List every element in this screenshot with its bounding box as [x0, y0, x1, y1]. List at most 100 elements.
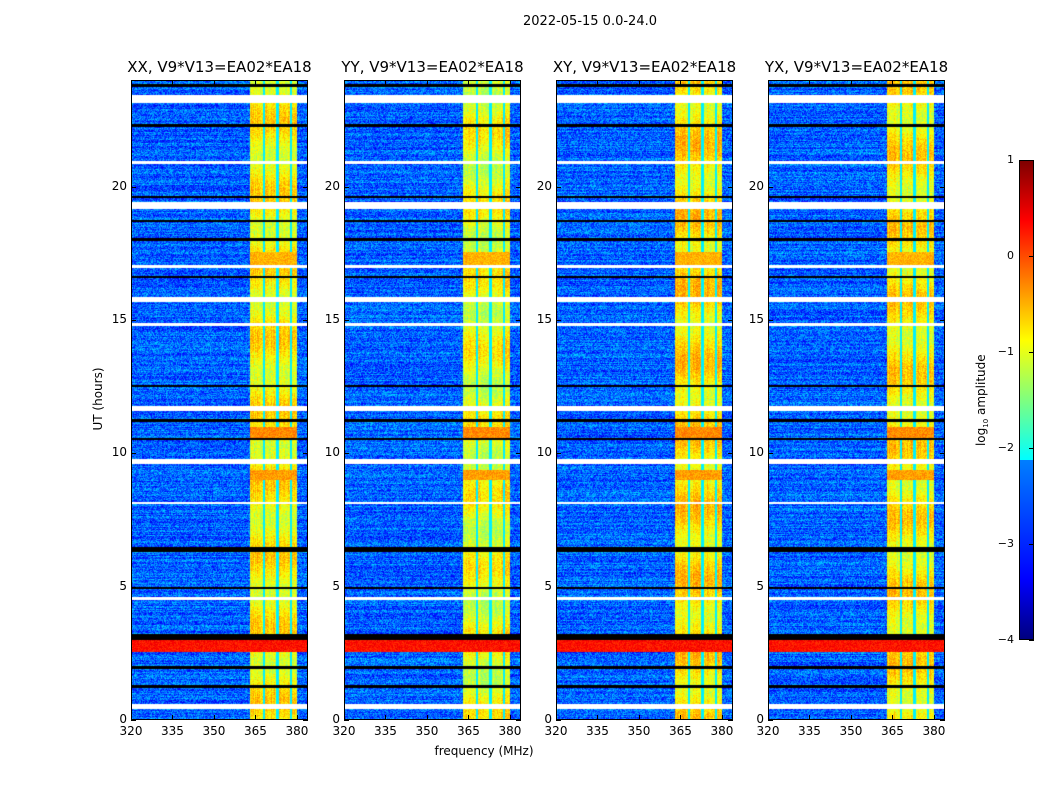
y-tick-mark: [556, 453, 561, 455]
x-tick-label: 365: [457, 724, 480, 738]
x-tick-mark: [850, 80, 852, 85]
spectrogram-image: [769, 81, 944, 719]
y-tick-mark: [728, 186, 733, 188]
x-tick-mark: [556, 80, 557, 85]
x-tick-mark: [385, 715, 387, 720]
y-tick-mark: [728, 453, 733, 455]
x-tick-mark: [892, 80, 894, 85]
y-tick-mark: [516, 586, 521, 588]
colorbar-tick-label: −3: [997, 537, 1014, 550]
x-tick-label: 380: [710, 724, 734, 738]
x-tick-label: 380: [285, 724, 309, 738]
y-tick-label: 15: [111, 312, 127, 326]
x-tick-mark: [255, 715, 257, 720]
x-tick-mark: [680, 80, 682, 85]
y-tick-label: 15: [536, 312, 552, 326]
y-tick-label: 15: [324, 312, 340, 326]
x-tick-label: 380: [498, 724, 522, 738]
y-tick-mark: [940, 720, 945, 721]
y-tick-label: 5: [119, 578, 127, 593]
x-tick-mark: [385, 80, 387, 85]
x-tick-mark: [172, 80, 174, 85]
x-tick-label: 350: [202, 724, 226, 738]
panel-title: XX, V9*V13=EA02*EA18: [127, 58, 312, 76]
x-tick-mark: [426, 80, 428, 85]
y-tick-mark: [303, 720, 308, 721]
colorbar: [1019, 160, 1034, 640]
x-tick-mark: [638, 80, 640, 85]
y-tick-mark: [556, 720, 561, 721]
x-tick-mark: [296, 80, 298, 85]
x-tick-mark: [768, 715, 769, 720]
y-tick-mark: [131, 586, 136, 588]
x-tick-mark: [344, 715, 345, 720]
x-tick-mark: [468, 715, 470, 720]
colorbar-tick-mark: [1029, 448, 1034, 449]
x-tick-label: 335: [586, 724, 609, 738]
y-tick-mark: [768, 720, 773, 721]
y-tick-mark: [303, 186, 308, 188]
y-tick-mark: [556, 586, 561, 588]
x-tick-mark: [597, 80, 599, 85]
x-tick-mark: [680, 715, 682, 720]
x-tick-mark: [213, 715, 215, 720]
colorbar-tick-mark: [1029, 256, 1034, 257]
spectrogram-image: [132, 81, 307, 719]
x-tick-label: 320: [332, 724, 356, 738]
y-tick-label: 0: [544, 712, 552, 726]
y-tick-mark: [728, 586, 733, 588]
x-tick-mark: [509, 715, 511, 720]
y-tick-label: 5: [544, 578, 552, 593]
y-tick-label: 5: [756, 578, 764, 593]
x-tick-mark: [296, 715, 298, 720]
x-tick-mark: [933, 715, 935, 720]
x-tick-mark: [426, 715, 428, 720]
x-tick-mark: [556, 715, 557, 720]
colorbar-tick-label: −2: [997, 441, 1014, 454]
y-tick-mark: [344, 586, 349, 588]
spectrogram-panel: [768, 80, 945, 720]
y-tick-label: 10: [536, 445, 552, 460]
x-tick-label: 365: [881, 724, 904, 738]
x-tick-label: 320: [544, 724, 568, 738]
colorbar-tick-mark: [1029, 544, 1034, 545]
x-tick-mark: [597, 715, 599, 720]
spectrogram-image: [557, 81, 732, 719]
y-tick-mark: [728, 320, 733, 321]
y-tick-mark: [728, 720, 733, 721]
x-tick-mark: [213, 80, 215, 85]
x-tick-label: 350: [839, 724, 863, 738]
y-tick-mark: [131, 453, 136, 455]
spectrogram-panel: [344, 80, 521, 720]
x-tick-mark: [172, 715, 174, 720]
y-tick-mark: [768, 586, 773, 588]
x-tick-mark: [768, 80, 769, 85]
y-tick-mark: [516, 453, 521, 455]
colorbar-label: log10 amplitude: [973, 354, 991, 447]
y-tick-label: 10: [324, 445, 340, 460]
colorbar-tick-label: 1: [1007, 153, 1014, 166]
y-tick-label: 5: [332, 578, 340, 593]
y-tick-mark: [131, 186, 136, 188]
y-tick-mark: [556, 186, 561, 188]
figure-title: 2022-05-15 0.0-24.0: [523, 14, 657, 29]
x-tick-mark: [131, 715, 132, 720]
panel-title: YX, V9*V13=EA02*EA18: [764, 58, 949, 76]
y-tick-mark: [940, 453, 945, 455]
x-tick-mark: [850, 715, 852, 720]
y-tick-mark: [303, 320, 308, 321]
y-tick-mark: [303, 453, 308, 455]
y-tick-mark: [940, 320, 945, 321]
y-tick-mark: [344, 320, 349, 321]
spectrogram-panel: [131, 80, 308, 720]
x-tick-mark: [809, 715, 811, 720]
x-tick-label: 380: [922, 724, 946, 738]
y-axis-label: UT (hours): [91, 367, 105, 431]
x-tick-mark: [892, 715, 894, 720]
y-tick-mark: [768, 186, 773, 188]
x-tick-mark: [933, 80, 935, 85]
x-tick-mark: [344, 80, 345, 85]
colorbar-tick-label: −4: [997, 633, 1014, 646]
y-tick-label: 20: [324, 178, 340, 193]
y-tick-label: 10: [111, 445, 127, 460]
